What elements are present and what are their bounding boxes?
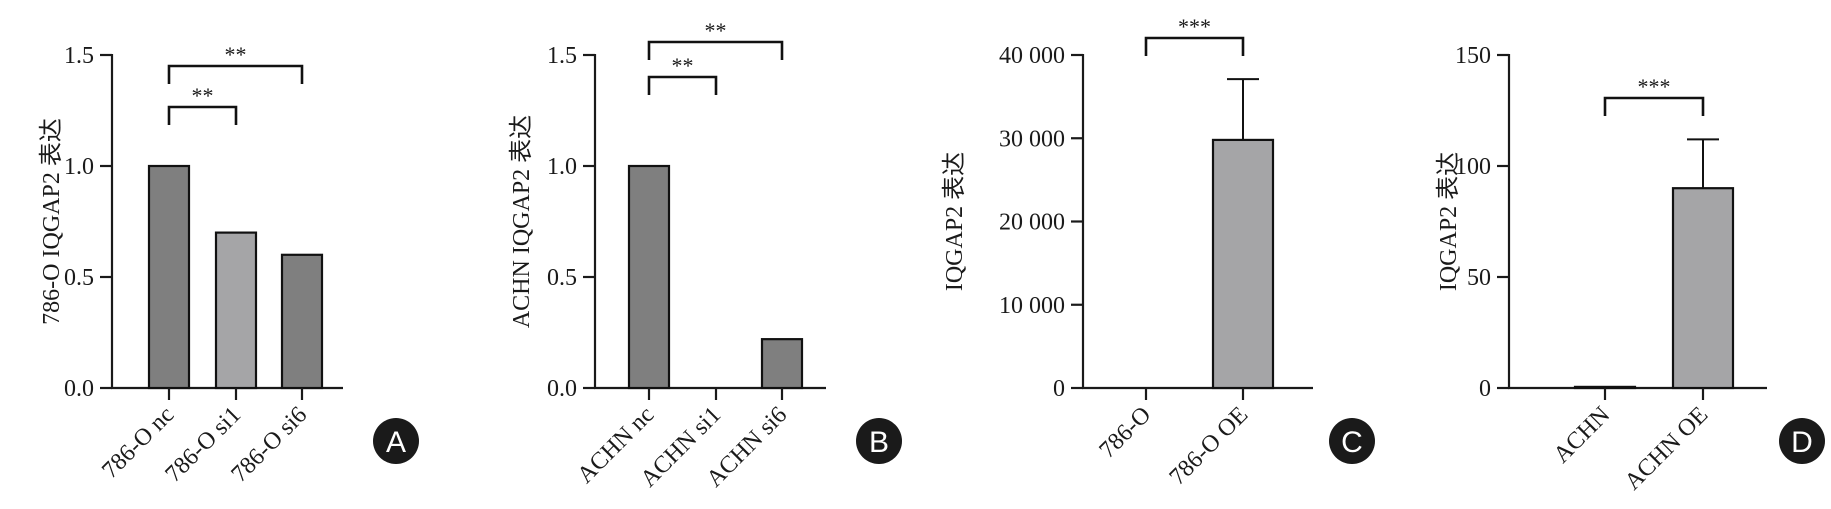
y-tick-label: 1.5 (64, 43, 94, 69)
significance-bracket (167, 105, 238, 125)
significance-bracket (167, 64, 304, 84)
bar (627, 164, 671, 390)
y-tick-label: 20 000 (999, 210, 1065, 236)
bar (280, 253, 324, 390)
bar (147, 164, 191, 390)
y-tick-label: 10 000 (999, 293, 1065, 319)
x-tick-label: ACHN OE (1620, 402, 1713, 495)
x-tick-label: ACHN (1549, 402, 1615, 468)
bar (1211, 138, 1275, 390)
significance-bracket (1144, 36, 1245, 56)
panel-badge-letter: A (386, 426, 406, 459)
y-tick-label: 0 (1053, 376, 1065, 402)
y-tick-label: 1.0 (547, 154, 577, 180)
x-tick-label: 786-O OE (1165, 402, 1254, 491)
y-tick-label: 0.5 (547, 265, 577, 291)
y-tick-label: 40 000 (999, 43, 1065, 69)
y-tick-label: 30 000 (999, 126, 1065, 152)
panel-badge-letter: C (1341, 426, 1363, 459)
significance-bracket (647, 75, 718, 95)
significance-label: ** (705, 18, 727, 43)
panel-c: 0 10 000 20 000 30 000 40 000 786-O 786-O OE **… (941, 14, 1375, 490)
y-axis-label: 786-O IQGAP2 表达 (38, 118, 65, 325)
significance-label: ** (225, 42, 247, 67)
bar (1573, 385, 1637, 390)
y-tick-label: 0.0 (64, 376, 94, 402)
significance-bracket (647, 40, 784, 60)
panel-badge-letter: B (869, 426, 889, 459)
y-tick-label: 150 (1455, 43, 1491, 69)
y-tick-label: 0 (1479, 376, 1491, 402)
significance-label: ** (672, 53, 694, 78)
significance-label: *** (1178, 14, 1211, 39)
y-axis-label: ACHN IQGAP2 表达 (508, 115, 535, 328)
x-tick-label: 786-O (1094, 402, 1156, 464)
significance-label: ** (192, 83, 214, 108)
panel-badge-letter: D (1791, 426, 1813, 459)
panel-badge (1779, 418, 1825, 464)
y-tick-label: 100 (1455, 154, 1491, 180)
significance-label: *** (1638, 74, 1671, 99)
y-tick-label: 1.5 (547, 43, 577, 69)
bar (1671, 187, 1735, 390)
significance-bracket (1603, 96, 1705, 116)
y-axis-label: IQGAP2 表达 (1435, 152, 1462, 291)
y-axis-label: IQGAP2 表达 (941, 152, 968, 291)
y-tick-label: 0.0 (547, 376, 577, 402)
panel-d: 0 50 100 150 ACHN ACHN OE *** IQGAP2 表达 D (1435, 43, 1825, 495)
panel-badge (856, 418, 902, 464)
panel-badge (1329, 418, 1375, 464)
y-tick-label: 50 (1467, 265, 1491, 291)
bar (760, 338, 804, 390)
panel-badge (373, 418, 419, 464)
y-tick-label: 1.0 (64, 154, 94, 180)
y-tick-label: 0.5 (64, 265, 94, 291)
bar (214, 231, 258, 390)
